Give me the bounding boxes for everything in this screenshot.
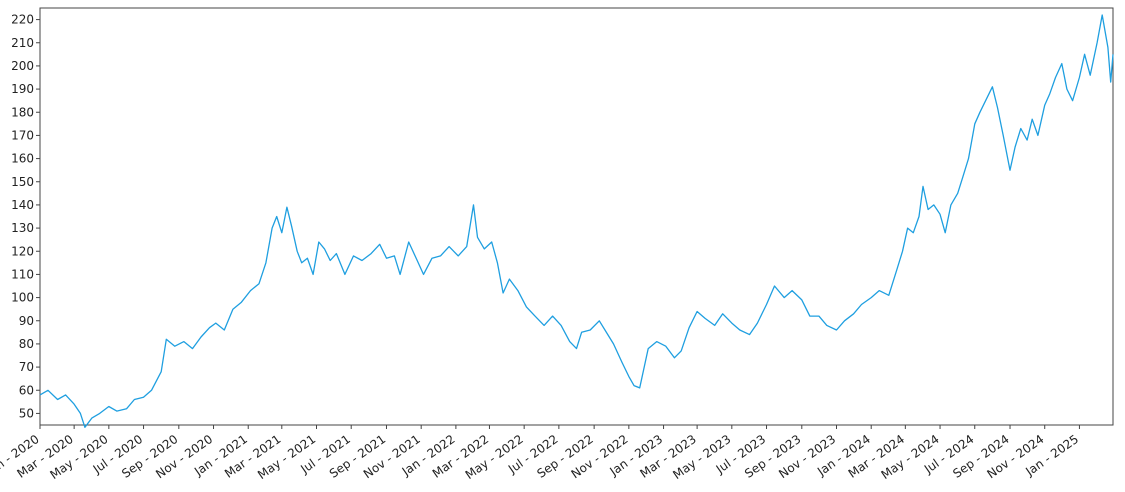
y-tick-label: 150 [11,175,34,189]
y-tick-label: 160 [11,152,34,166]
y-tick-label: 110 [11,267,34,281]
y-tick-label: 140 [11,198,34,212]
y-tick-label: 80 [19,337,34,351]
y-tick-label: 130 [11,221,34,235]
plot-frame [39,7,1114,426]
y-tick-label: 180 [11,105,34,119]
y-tick-label: 200 [11,59,34,73]
y-tick-label: 100 [11,291,34,305]
y-tick-label: 190 [11,82,34,96]
y-tick-label: 60 [19,383,34,397]
y-tick-label: 220 [11,13,34,27]
y-tick-label: 210 [11,36,34,50]
y-tick-label: 170 [11,128,34,142]
y-tick-label: 90 [19,314,34,328]
y-tick-label: 70 [19,360,34,374]
y-tick-label: 50 [19,406,34,420]
series-line [39,14,1114,428]
y-tick-label: 120 [11,244,34,258]
